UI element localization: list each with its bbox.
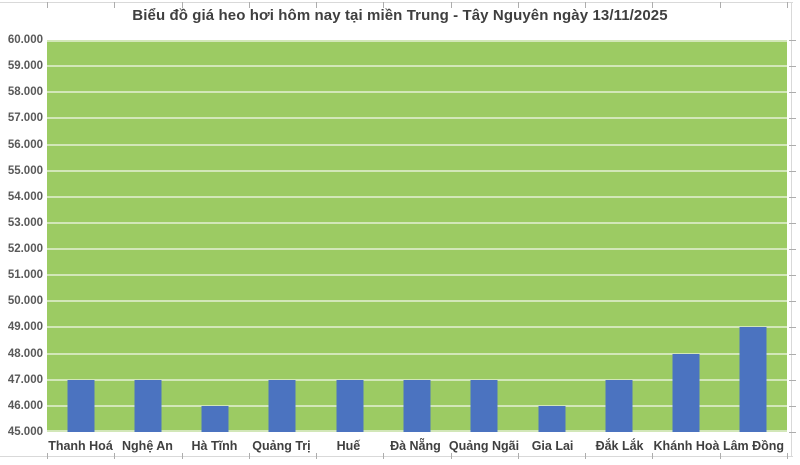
- y-axis-label: 45.000: [7, 426, 43, 438]
- x-axis-label: Thanh Hoá: [48, 439, 113, 453]
- x-axis-tick-top: [383, 2, 385, 8]
- x-axis-tick-bottom: [585, 453, 587, 459]
- bar-lâm-đồng: [739, 327, 767, 432]
- y-axis-label: 46.000: [7, 399, 43, 412]
- bar-quảng-ngãi: [470, 379, 498, 432]
- x-axis-tick-bottom: [47, 453, 48, 459]
- x-axis-tick-bottom: [316, 453, 318, 459]
- gridline: [47, 352, 787, 355]
- x-axis-tick-top: [652, 2, 654, 8]
- y-axis-tick-right: [789, 380, 796, 381]
- bar-nghệ-an: [134, 379, 162, 432]
- gridline: [47, 143, 787, 146]
- gridline: [47, 274, 787, 277]
- chart-frame-top-line: [0, 2, 793, 3]
- y-axis-tick-right: [789, 301, 796, 302]
- y-axis-label: 55.000: [7, 164, 43, 177]
- x-axis-tick-bottom: [181, 453, 183, 459]
- x-axis-tick-top: [316, 2, 318, 8]
- x-axis-tick-bottom: [114, 453, 116, 459]
- y-axis-tick-right: [789, 432, 796, 433]
- x-axis-tick-bottom: [719, 453, 721, 459]
- gridline: [47, 117, 787, 120]
- x-axis-tick-bottom: [517, 453, 519, 459]
- x-axis-tick-top: [787, 2, 788, 8]
- x-axis: Thanh Hoá Nghệ An Hà Tĩnh Quảng Trị Huế Đà Nẵ…: [47, 439, 787, 455]
- x-axis-label: Quảng Ngãi: [448, 439, 520, 453]
- x-axis-label: Khánh Hoà: [653, 439, 720, 453]
- x-axis-tick-top: [450, 2, 452, 8]
- y-axis-tick-right: [789, 223, 796, 224]
- gridline: [47, 40, 787, 42]
- y-axis-tick-right: [789, 275, 796, 276]
- y-axis-label: 51.000: [7, 269, 43, 282]
- y-axis-tick-right: [789, 406, 796, 407]
- y-axis-tick-right: [789, 171, 796, 172]
- y-axis-tick-right: [789, 197, 796, 198]
- y-axis-label: 58.000: [7, 86, 43, 99]
- y-axis-label: 53.000: [7, 216, 43, 229]
- gridline: [47, 326, 787, 329]
- y-axis-tick-right: [789, 145, 796, 146]
- x-axis-tick-top: [47, 2, 48, 8]
- x-axis-label: Nghệ An: [122, 439, 173, 453]
- x-axis-label: Đà Nẵng: [390, 439, 441, 453]
- gridline: [47, 169, 787, 172]
- y-axis-label: 49.000: [7, 321, 43, 334]
- y-axis-tick-right: [789, 354, 796, 355]
- y-axis-label: 60.000: [7, 34, 43, 46]
- x-axis-tick-top: [248, 2, 250, 8]
- x-axis-label: Đắk Lắk: [595, 439, 644, 453]
- x-axis-label: Quảng Trị: [252, 439, 311, 453]
- y-axis-tick-right: [789, 40, 796, 41]
- y-axis-label: 59.000: [7, 60, 43, 73]
- gridline: [47, 91, 787, 94]
- bar-hà-tĩnh: [201, 405, 229, 432]
- x-axis-label: Gia Lai: [531, 439, 574, 453]
- x-axis-tick-bottom: [787, 453, 788, 459]
- bar-khánh-hoà: [672, 353, 700, 432]
- x-axis-tick-bottom: [248, 453, 250, 459]
- gridline: [47, 195, 787, 198]
- chart-frame-bottom-line: [0, 456, 793, 457]
- y-axis-label: 57.000: [7, 112, 43, 125]
- y-axis-tick-right: [789, 92, 796, 93]
- y-axis-label: 54.000: [7, 190, 43, 203]
- y-axis-tick-right: [789, 327, 796, 328]
- bar-gia-lai: [538, 405, 566, 432]
- x-axis-tick-top: [517, 2, 519, 8]
- gridline: [47, 221, 787, 224]
- gridline: [47, 65, 787, 68]
- x-axis-tick-bottom: [450, 453, 452, 459]
- plot-area: [47, 40, 787, 432]
- y-axis-tick-right: [789, 118, 796, 119]
- chart-frame-right-line: [791, 2, 792, 457]
- x-axis-tick-bottom: [383, 453, 385, 459]
- x-axis-tick-top: [114, 2, 116, 8]
- y-axis-label: 47.000: [7, 373, 43, 386]
- gridline: [47, 300, 787, 303]
- x-axis-tick-top: [719, 2, 721, 8]
- x-axis-label: Hà Tĩnh: [191, 439, 238, 453]
- y-axis-label: 56.000: [7, 138, 43, 151]
- bar-thanh-hoá: [67, 379, 95, 432]
- bar-quảng-trị: [268, 379, 296, 432]
- x-axis-tick-top: [181, 2, 183, 8]
- bar-huế: [336, 379, 364, 432]
- bar-đắk-lắk: [605, 379, 633, 432]
- chart-title: Biểu đồ giá heo hơi hôm nay tại miền Tru…: [132, 7, 668, 24]
- x-axis-label: Lâm Đồng: [722, 439, 785, 453]
- gridline: [47, 248, 787, 251]
- x-axis-label: Huế: [336, 439, 361, 453]
- x-axis-tick-top: [585, 2, 587, 8]
- y-axis-label: 52.000: [7, 243, 43, 256]
- x-axis-tick-bottom: [652, 453, 654, 459]
- y-axis-label: 50.000: [7, 295, 43, 308]
- y-axis-label: 48.000: [7, 347, 43, 360]
- y-axis-tick-right: [789, 249, 796, 250]
- bar-đà-nẵng: [403, 379, 431, 432]
- y-axis-tick-right: [789, 66, 796, 67]
